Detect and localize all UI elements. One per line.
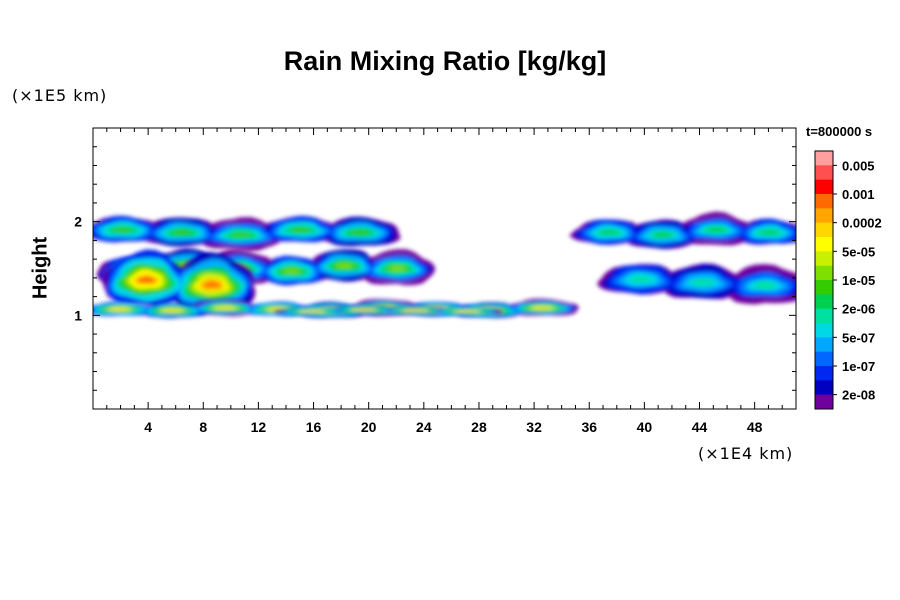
colorbar-label: 1e-07	[842, 359, 875, 374]
contour-fill	[690, 279, 715, 286]
colorbar-swatch	[815, 265, 833, 281]
colorbar-label: 5e-05	[842, 244, 875, 259]
time-label: t=800000 s	[806, 124, 873, 139]
contour-fill	[111, 308, 127, 310]
contour-fill	[356, 309, 372, 311]
y-axis: 12	[74, 146, 796, 391]
contour-fill	[173, 230, 192, 235]
y-tick-label: 1	[74, 307, 82, 323]
x-tick-label: 4	[144, 419, 152, 435]
contour-region-upper-band-east	[569, 211, 796, 249]
colorbar-label: 0.001	[842, 187, 875, 202]
contour-fill	[139, 276, 155, 283]
x-tick-label: 40	[637, 419, 653, 435]
contour-fill	[283, 269, 301, 273]
contour-fill	[534, 307, 550, 309]
colorbar-swatch	[815, 394, 833, 410]
colorbar-swatch	[815, 308, 833, 324]
colorbar-label: 2e-08	[842, 388, 875, 403]
colorbar-swatch	[815, 222, 833, 238]
x-unit-label: (×1E4 km)	[698, 444, 794, 463]
colorbar-swatch	[815, 151, 833, 166]
colorbar-label: 2e-06	[842, 302, 875, 317]
contour-fill	[753, 281, 778, 290]
contour-fill	[350, 230, 370, 235]
contour-fill	[217, 307, 234, 309]
colorbar-label: 5e-07	[842, 330, 875, 345]
contour-fill	[759, 229, 780, 235]
colorbar-label: 0.005	[842, 158, 875, 173]
y-unit-label: (×1E5 km)	[12, 86, 108, 105]
colorbar-swatch	[815, 380, 833, 395]
colorbar-swatch	[815, 251, 833, 266]
x-tick-label: 36	[581, 419, 597, 435]
contour-fill	[629, 276, 652, 283]
colorbar-swatch	[815, 280, 833, 295]
colorbar-swatch	[815, 337, 833, 352]
contour-fill	[204, 282, 220, 287]
colorbar-swatch	[815, 294, 833, 309]
contour-fill	[290, 227, 311, 233]
x-tick-label: 12	[251, 419, 267, 435]
contour-fill	[113, 227, 133, 233]
contour-fill	[231, 232, 251, 237]
y-tick-label: 2	[74, 214, 82, 230]
x-tick-label: 44	[692, 419, 708, 435]
chart-title: Rain Mixing Ratio [kg/kg]	[283, 46, 607, 76]
contour-region-convective-core	[101, 249, 256, 314]
x-tick-label: 20	[361, 419, 377, 435]
contour-region-upper-band-west	[93, 215, 401, 252]
colorbar-swatch	[815, 237, 833, 252]
x-tick-label: 24	[416, 419, 432, 435]
contour-region-lower-band-core	[273, 305, 503, 316]
contour-fill	[388, 265, 406, 271]
contour-fill	[599, 229, 619, 235]
colorbar: 0.005 0.001 0.0002 5e-05 1e-05 2e-06 5e-07 1e-0…	[814, 150, 882, 410]
contour-fill	[336, 263, 353, 268]
colorbar-swatch	[815, 179, 833, 195]
colorbar-label: 0.0002	[842, 216, 882, 231]
colorbar-swatch	[815, 351, 833, 367]
contour-fill	[270, 308, 286, 310]
x-tick-label: 28	[471, 419, 487, 435]
contour-region-mid-layer-east	[597, 263, 796, 305]
colorbar-swatch	[815, 165, 833, 180]
contour-fill	[304, 311, 320, 312]
contour-fill	[459, 310, 474, 312]
x-tick-label: 8	[199, 419, 207, 435]
plot-frame	[92, 127, 797, 410]
contour-fill	[408, 310, 423, 311]
colorbar-swatch	[815, 366, 833, 381]
colorbar-swatch	[815, 323, 833, 338]
colorbar-swatch	[815, 208, 833, 223]
colorbar-swatch	[815, 194, 833, 209]
contour-field	[93, 211, 796, 319]
x-tick-label: 16	[306, 419, 322, 435]
x-tick-label: 48	[747, 419, 763, 435]
contour-fill	[705, 227, 726, 232]
contour-fill	[652, 232, 672, 238]
contour-fill	[164, 309, 180, 312]
x-axis: 4 8 12 16 20 24 28 32 36 40 44 48	[106, 128, 783, 435]
x-tick-label: 32	[526, 419, 542, 435]
colorbar-label: 1e-05	[842, 273, 875, 288]
